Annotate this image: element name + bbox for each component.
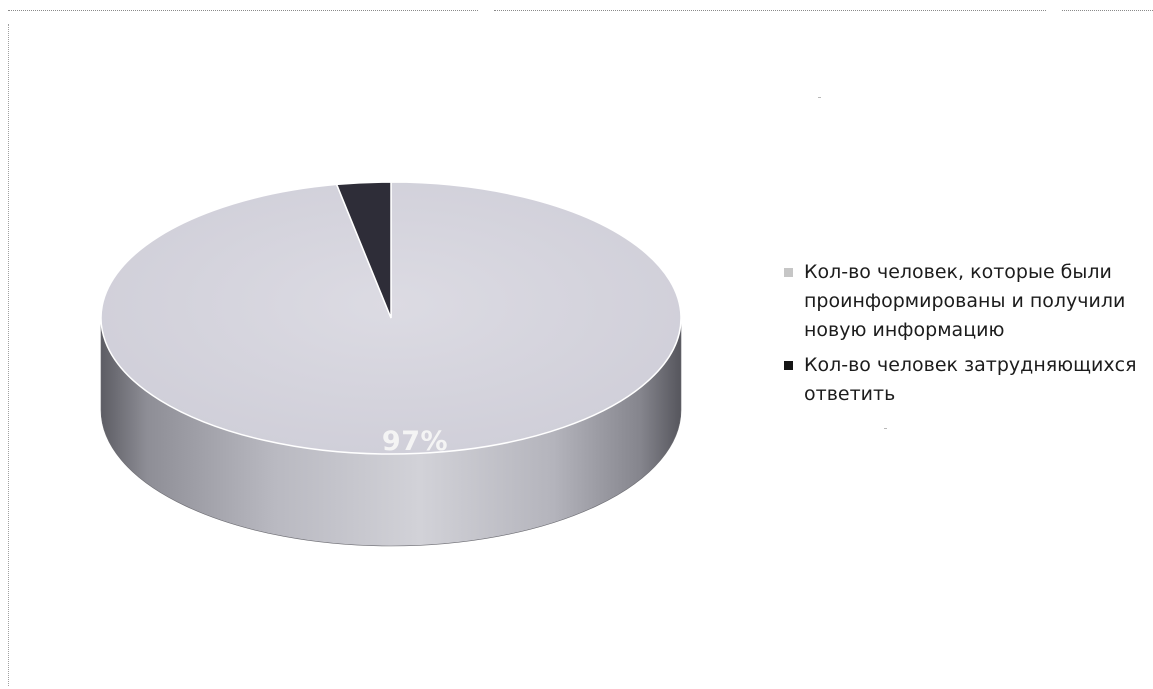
frame-border-top <box>1062 10 1153 11</box>
scan-speck <box>884 428 887 429</box>
legend: Кол-во человек, которые были проинформир… <box>782 258 1144 415</box>
pie-plot-area: 97% <box>100 181 682 547</box>
legend-item-undecided: Кол-во человек затрудняющихся ответить <box>782 351 1144 409</box>
scan-speck <box>818 97 821 98</box>
legend-label: Кол-во человек, которые были проинформир… <box>804 261 1126 341</box>
legend-label: Кол-во человек затрудняющихся ответить <box>804 354 1137 405</box>
pie-slice <box>335 181 392 319</box>
legend-swatch-dark <box>784 361 793 370</box>
frame-border-left <box>8 24 9 686</box>
data-label: 97% <box>382 426 448 457</box>
frame-border-top <box>494 10 1046 11</box>
legend-item-informed: Кол-во человек, которые были проинформир… <box>782 258 1144 345</box>
legend-swatch-light <box>784 268 793 277</box>
frame-border-top <box>8 10 478 11</box>
